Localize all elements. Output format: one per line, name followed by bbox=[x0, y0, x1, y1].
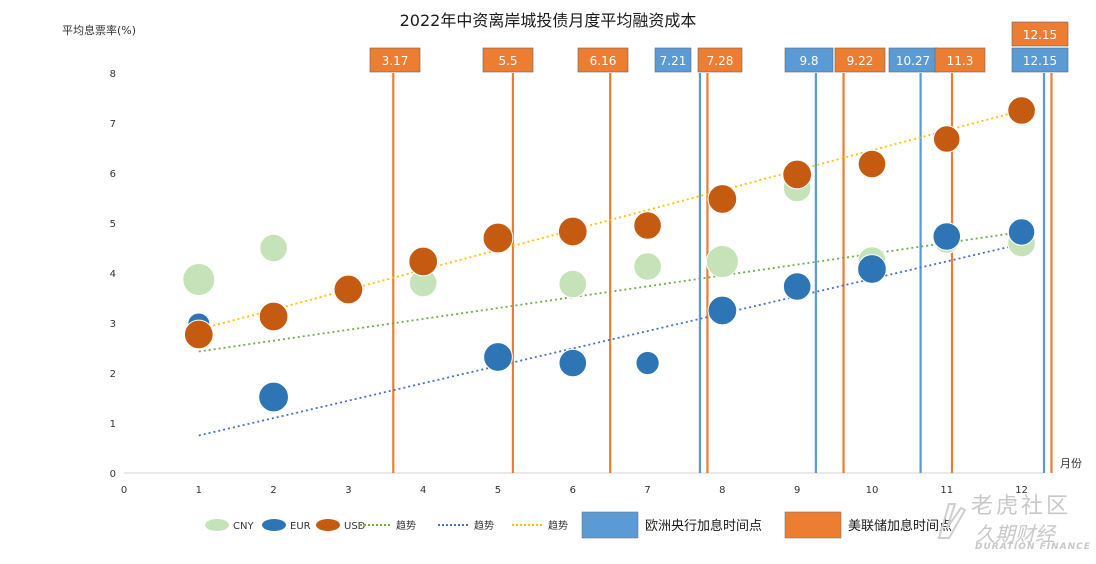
y-tick-label: 3 bbox=[110, 319, 116, 330]
rate-hike-label: 12.15 bbox=[1023, 28, 1057, 42]
rate-hike-label: 5.5 bbox=[498, 54, 517, 68]
rate-hike-label: 3.17 bbox=[382, 54, 409, 68]
legend-label: EUR bbox=[290, 521, 311, 532]
x-tick-label: 1 bbox=[196, 485, 202, 496]
rate-hike-label: 6.16 bbox=[590, 54, 617, 68]
x-tick-label: 8 bbox=[719, 485, 725, 496]
rate-hike-label-box bbox=[482, 47, 534, 73]
y-axis-label: 平均息票率(%) bbox=[62, 23, 136, 37]
legend-swatch bbox=[316, 519, 340, 531]
rate-hike-label-box bbox=[834, 47, 886, 73]
bubble-usd bbox=[258, 301, 289, 332]
bubble-eur bbox=[857, 254, 887, 284]
bubble-cny bbox=[182, 263, 216, 296]
y-tick-label: 8 bbox=[110, 69, 116, 80]
legend-label: USD bbox=[344, 521, 366, 532]
x-tick-label: 0 bbox=[121, 485, 127, 496]
rate-hike-label-box bbox=[888, 47, 938, 73]
tiger-logo-icon bbox=[937, 503, 967, 539]
bubble-usd bbox=[633, 211, 662, 240]
x-tick-label: 12 bbox=[1015, 485, 1028, 496]
x-tick-label: 11 bbox=[940, 485, 953, 496]
x-tick-label: 9 bbox=[794, 485, 800, 496]
rate-hike-label-box bbox=[369, 47, 421, 73]
x-tick-label: 4 bbox=[420, 485, 426, 496]
y-tick-label: 0 bbox=[110, 469, 116, 480]
bubble-usd bbox=[482, 222, 514, 254]
watermark-community: 老虎社区 bbox=[971, 494, 1072, 519]
rate-hike-label: 12.15 bbox=[1023, 54, 1057, 68]
legend-label: 欧洲央行加息时间点 bbox=[645, 518, 762, 534]
x-tick-label: 10 bbox=[866, 485, 879, 496]
bubble-usd bbox=[707, 184, 738, 214]
watermark-brand-en: DURATION FINANCE bbox=[975, 542, 1091, 552]
rate-hike-label-box bbox=[577, 47, 629, 73]
x-tick-label: 7 bbox=[644, 485, 650, 496]
x-axis-label: 月份 bbox=[1060, 457, 1082, 470]
bubble-cny bbox=[633, 252, 662, 281]
rate-hike-label-box bbox=[1011, 47, 1069, 73]
bubble-eur bbox=[707, 295, 738, 326]
legend-label: CNY bbox=[233, 521, 254, 532]
bubble-eur bbox=[635, 350, 660, 376]
y-tick-label: 4 bbox=[110, 269, 116, 280]
x-tick-label: 3 bbox=[345, 485, 351, 496]
rate-hike-label-box bbox=[697, 47, 743, 73]
legend-label: 美联储加息时间点 bbox=[848, 518, 952, 534]
rate-hike-label-box bbox=[784, 47, 834, 73]
bubble-usd bbox=[333, 274, 364, 305]
bubble-usd bbox=[557, 216, 588, 247]
chart-title: 2022年中资离岸城投债月度平均融资成本 bbox=[400, 11, 697, 30]
legend-swatch bbox=[784, 511, 842, 539]
y-tick-label: 6 bbox=[110, 169, 116, 180]
legend-swatch bbox=[262, 519, 286, 531]
y-tick-label: 2 bbox=[110, 369, 116, 380]
x-tick-label: 6 bbox=[570, 485, 576, 496]
bubble-usd bbox=[782, 159, 813, 190]
x-tick-label: 5 bbox=[495, 485, 501, 496]
rate-hike-label: 9.22 bbox=[847, 54, 874, 68]
bubble-cny bbox=[558, 269, 588, 299]
bubble-usd bbox=[183, 319, 214, 350]
bubble-usd bbox=[857, 149, 887, 179]
bubble-cny bbox=[705, 245, 739, 278]
bubble-eur bbox=[483, 342, 513, 372]
bubble-usd bbox=[1007, 96, 1036, 125]
x-tick-label: 2 bbox=[270, 485, 276, 496]
legend-swatch bbox=[581, 511, 639, 539]
watermark-brand: 久期财经 bbox=[975, 522, 1055, 546]
trendline bbox=[198, 243, 1022, 437]
rate-hike-label: 7.21 bbox=[660, 54, 687, 68]
rate-hike-label-box bbox=[1011, 21, 1069, 47]
rate-hike-label: 9.8 bbox=[799, 54, 818, 68]
bubble-usd bbox=[408, 246, 439, 277]
rate-hike-label-box bbox=[934, 47, 986, 73]
legend-swatch bbox=[205, 519, 229, 531]
bubble-eur bbox=[258, 381, 289, 413]
legend-label: 趋势 bbox=[548, 519, 568, 532]
y-tick-label: 5 bbox=[110, 219, 116, 230]
y-tick-label: 7 bbox=[110, 119, 116, 130]
bubble-usd bbox=[933, 125, 961, 153]
trendline bbox=[198, 231, 1022, 353]
rate-hike-label: 10.27 bbox=[896, 54, 930, 68]
bubbles bbox=[182, 96, 1036, 413]
bubble-eur bbox=[558, 348, 588, 378]
rate-hike-label-box bbox=[654, 47, 692, 73]
rate-hike-label: 7.28 bbox=[707, 54, 734, 68]
watermark: 老虎社区 久期财经 DURATION FINANCE bbox=[935, 488, 1095, 560]
rate-hike-label: 11.3 bbox=[947, 54, 974, 68]
legend: CNY EUR USD 趋势 趋势 趋势 欧洲央行加息时间点 美联储加息时间点 bbox=[205, 511, 952, 539]
bubble-eur bbox=[932, 222, 962, 251]
legend-label: 趋势 bbox=[474, 519, 494, 532]
rate-hike-labels: 7.21 9.8 10.27 12.15 3.17 5.5 6.16 7.28 9.22 11.3… bbox=[369, 21, 1069, 73]
bubble-cny bbox=[259, 233, 288, 263]
bubble-eur bbox=[1007, 218, 1036, 246]
bubble-eur bbox=[782, 272, 812, 301]
legend-label: 趋势 bbox=[396, 519, 416, 532]
y-tick-label: 1 bbox=[110, 419, 116, 430]
